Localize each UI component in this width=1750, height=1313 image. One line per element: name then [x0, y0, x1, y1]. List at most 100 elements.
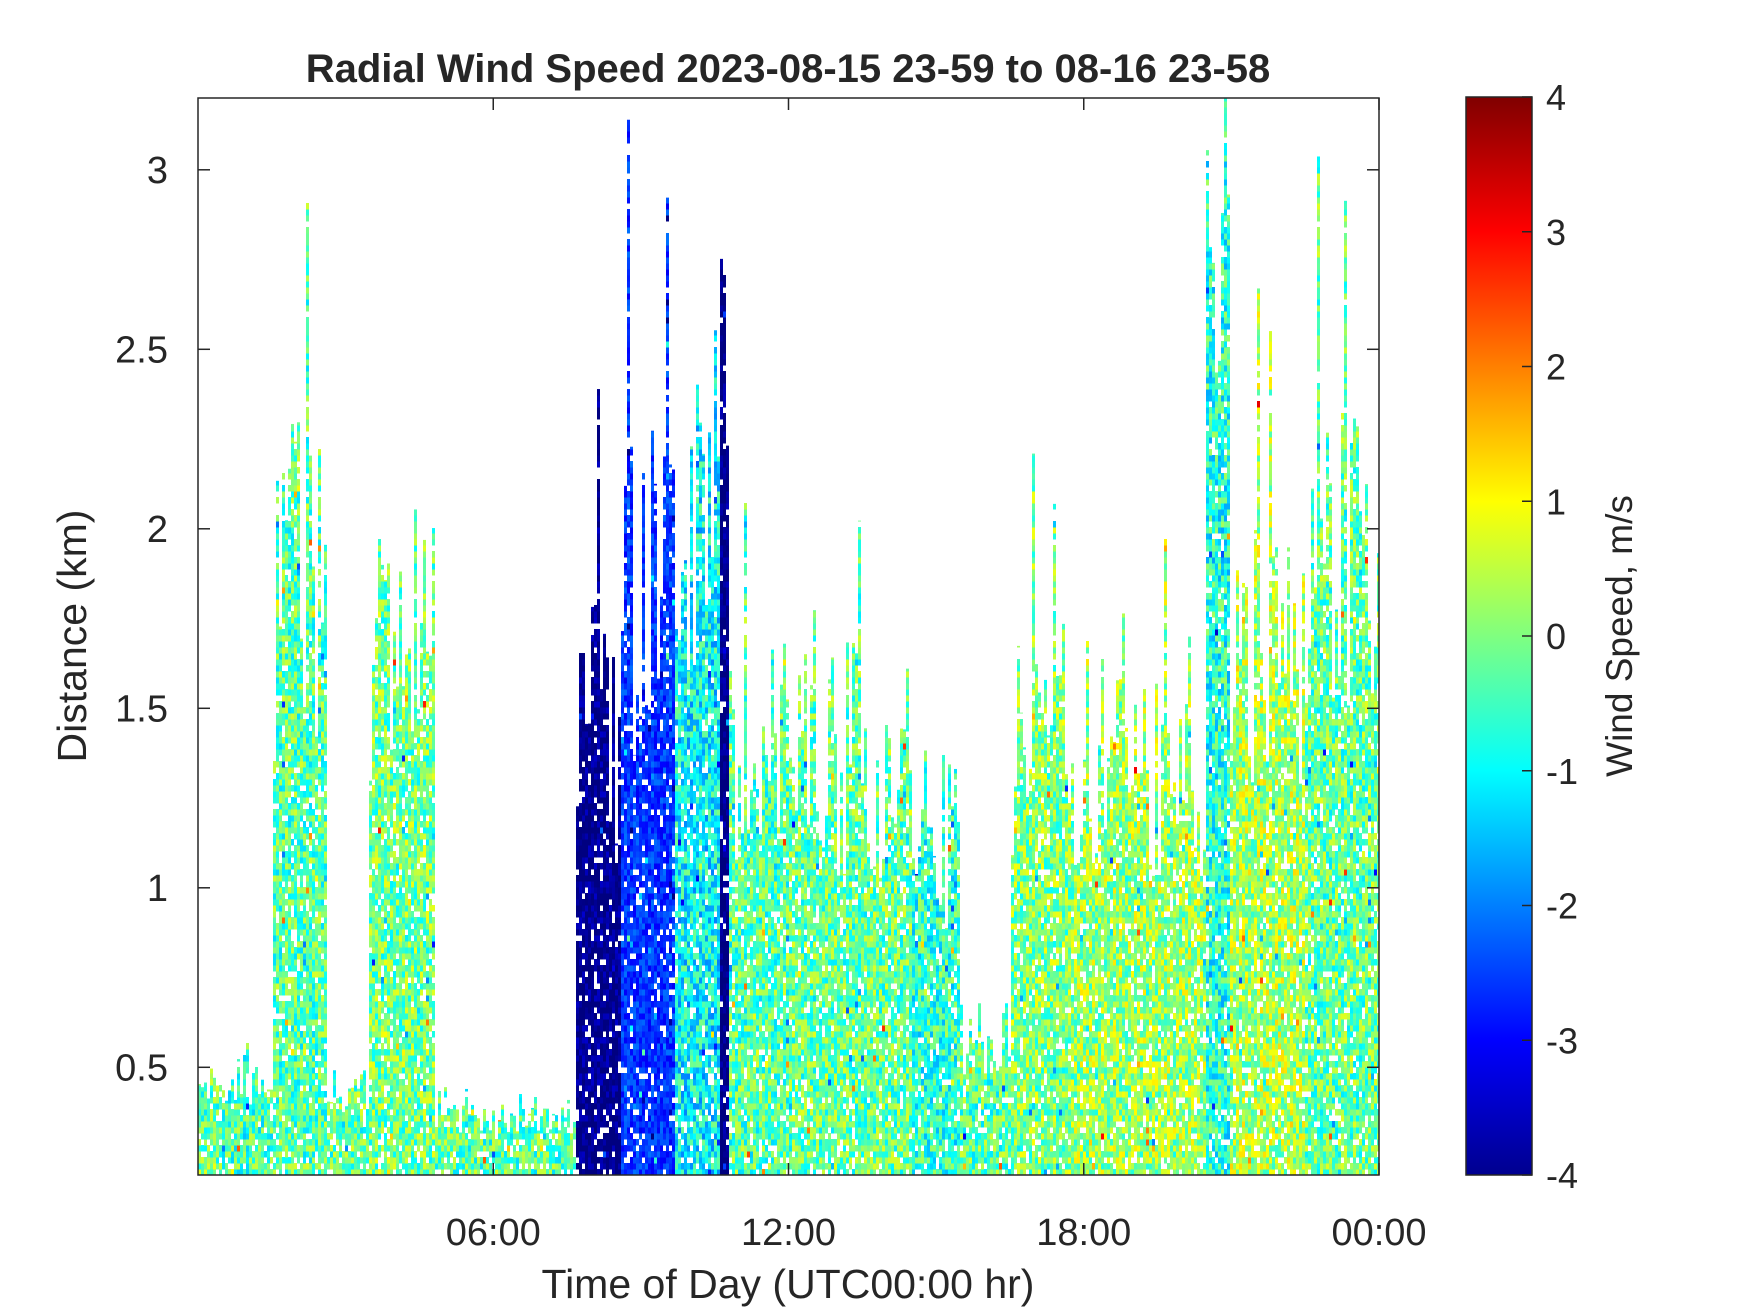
heatmap-cell — [423, 611, 426, 618]
heatmap-cell — [279, 1031, 282, 1038]
heatmap-cell — [273, 1055, 276, 1062]
heatmap-cell — [534, 1163, 537, 1170]
heatmap-cell — [399, 605, 402, 612]
heatmap-cell — [279, 815, 282, 822]
heatmap-cell — [285, 731, 288, 738]
heatmap-cell — [303, 1001, 306, 1008]
heatmap-cell — [429, 905, 432, 912]
heatmap-cell — [483, 1163, 486, 1170]
heatmap-cell — [531, 1115, 534, 1122]
heatmap-cell — [300, 755, 303, 762]
heatmap-cell — [297, 917, 300, 924]
heatmap-cell — [444, 1133, 447, 1140]
heatmap-cell — [207, 1109, 210, 1116]
heatmap-cell — [306, 929, 309, 936]
heatmap-cell — [498, 1133, 501, 1140]
heatmap-cell — [402, 1091, 405, 1098]
heatmap-cell — [294, 442, 297, 444]
heatmap-cell — [465, 1109, 468, 1116]
heatmap-cell — [393, 1115, 396, 1122]
heatmap-cell — [393, 737, 396, 744]
heatmap-cell — [312, 911, 315, 918]
heatmap-cell — [594, 989, 597, 996]
heatmap-cell — [237, 1109, 240, 1116]
heatmap-cell — [384, 917, 387, 924]
heatmap-cell — [585, 1151, 588, 1158]
heatmap-cell — [597, 971, 600, 978]
heatmap-cell — [300, 1067, 303, 1074]
heatmap-cell — [483, 1157, 486, 1164]
heatmap-cell — [414, 1079, 417, 1086]
heatmap-cell — [405, 857, 408, 864]
heatmap-cell — [408, 665, 411, 672]
heatmap-cell — [264, 1103, 267, 1110]
heatmap-cell — [390, 977, 393, 984]
heatmap-cell — [276, 701, 279, 708]
heatmap-cell — [288, 773, 291, 780]
heatmap-cell — [402, 1115, 405, 1122]
heatmap-cell — [393, 632, 396, 636]
heatmap-cell — [579, 659, 582, 666]
heatmap-cell — [552, 1121, 555, 1128]
heatmap-cell — [591, 851, 594, 858]
heatmap-cell — [450, 1139, 453, 1146]
heatmap-cell — [567, 1145, 570, 1152]
heatmap-cell — [399, 587, 402, 594]
heatmap-cell — [390, 1097, 393, 1104]
heatmap-cell — [306, 1013, 309, 1020]
heatmap-cell — [402, 1061, 405, 1068]
heatmap-cell — [303, 935, 306, 942]
heatmap-cell — [432, 611, 435, 618]
heatmap-cell — [582, 1157, 585, 1164]
heatmap-cell — [585, 893, 588, 900]
heatmap-cell — [579, 1127, 582, 1134]
heatmap-cell — [306, 863, 309, 870]
heatmap-cell — [423, 1049, 426, 1056]
heatmap-cell — [393, 959, 396, 966]
heatmap-cell — [468, 1163, 471, 1170]
heatmap-cell — [495, 1139, 498, 1146]
heatmap-cell — [420, 1055, 423, 1062]
heatmap-cell — [372, 1079, 375, 1086]
heatmap-cell — [375, 1145, 378, 1152]
heatmap-cell — [522, 1115, 525, 1122]
heatmap-cell — [486, 1157, 489, 1164]
heatmap-cell — [300, 929, 303, 936]
heatmap-cell — [303, 845, 306, 852]
heatmap-cell — [399, 893, 402, 900]
heatmap-cell — [354, 1157, 357, 1164]
heatmap-cell — [399, 683, 402, 690]
heatmap-cell — [384, 641, 387, 648]
heatmap-cell — [372, 1049, 375, 1056]
heatmap-cell — [225, 1101, 228, 1104]
heatmap-cell — [381, 1007, 384, 1014]
heatmap-cell — [408, 815, 411, 822]
heatmap-cell — [291, 995, 294, 1002]
heatmap-cell — [447, 1109, 450, 1116]
heatmap-cell — [321, 1121, 324, 1128]
heatmap-cell — [303, 863, 306, 870]
heatmap-cell — [324, 737, 327, 744]
heatmap-cell — [333, 1103, 336, 1110]
heatmap-cell — [381, 881, 384, 888]
heatmap-cell — [414, 1019, 417, 1026]
heatmap-cell — [294, 461, 297, 468]
heatmap-cell — [294, 1091, 297, 1098]
heatmap-cell — [582, 779, 585, 786]
heatmap-cell — [429, 755, 432, 762]
heatmap-cell — [261, 1109, 264, 1116]
heatmap-cell — [591, 731, 594, 738]
heatmap-cell — [438, 1121, 441, 1128]
heatmap-cell — [369, 983, 372, 990]
heatmap-cell — [369, 1019, 372, 1026]
heatmap-cell — [375, 725, 378, 732]
heatmap-cell — [396, 929, 399, 936]
heatmap-cell — [315, 983, 318, 990]
heatmap-cell — [378, 1121, 381, 1128]
heatmap-cell — [384, 1019, 387, 1026]
heatmap-cell — [375, 1055, 378, 1062]
heatmap-cell — [318, 635, 321, 642]
heatmap-cell — [297, 923, 300, 930]
heatmap-cell — [318, 449, 321, 455]
heatmap-cell — [387, 1025, 390, 1032]
